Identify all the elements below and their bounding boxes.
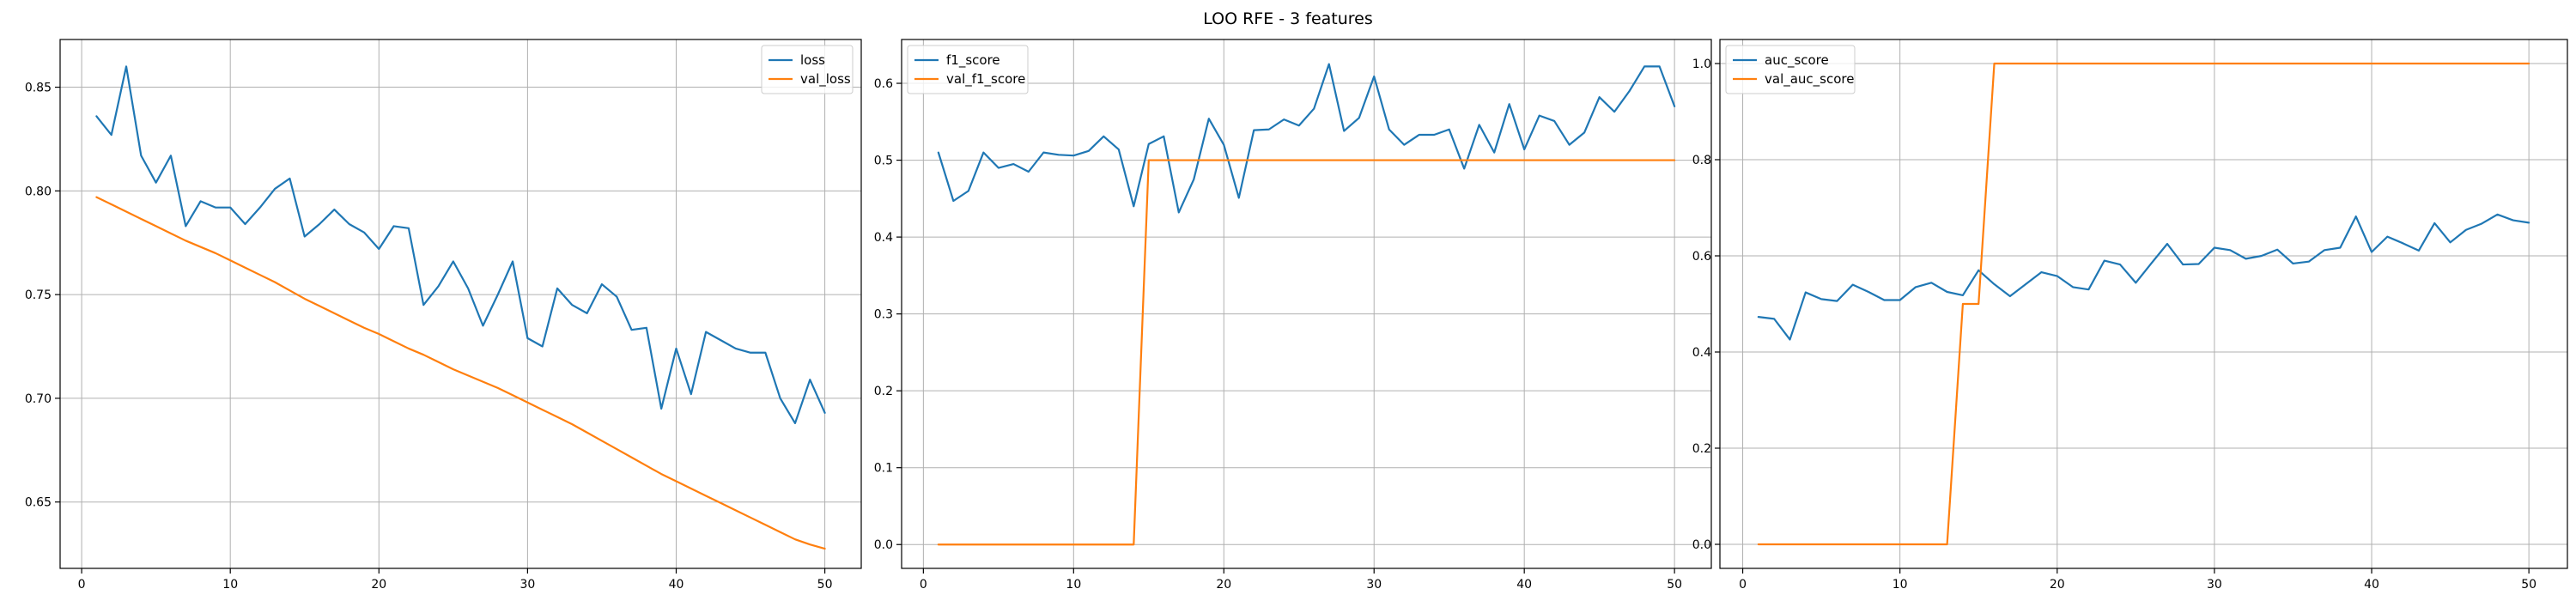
loss-y-tick-label: 0.65 [25,496,52,510]
auc-x-tick-label: 0 [1739,578,1747,592]
f1-x-tick-label: 40 [1516,578,1532,592]
auc-x-tick-label: 40 [2364,578,2379,592]
f1-legend: f1_score val_f1_score [907,45,1029,94]
loss-line [95,65,826,424]
auc-legend: auc_score val_auc_score [1725,45,1856,94]
f1-x-tick-label: 20 [1216,578,1231,592]
val-f1-score-legend-label: val_f1_score [946,71,1025,88]
f1-score-legend-label: f1_score [946,52,1000,69]
auc-y-tick-label: 1.0 [1692,58,1711,71]
f1-legend-box [907,45,1029,94]
loss-y-tick-label: 0.80 [25,185,52,198]
auc-y-tick-label: 0.8 [1692,154,1711,167]
f1-y-tick-label: 0.2 [874,385,893,398]
loss-x-tick-label: 10 [222,578,238,592]
f1-x-tick-label: 0 [920,578,927,592]
auc-score-subplot: 0 10 20 30 40 50 0.0 0.2 0.4 0.6 0.8 1.0 auc_scoreva… [1692,39,2568,592]
loss-y-tick-label: 0.70 [25,392,52,406]
loss-x-tick-label: 30 [519,578,535,592]
f1-x-tick-label: 10 [1066,578,1081,592]
loss-legend: loss val_loss [761,45,854,94]
loss-subplot: 0 10 20 30 40 50 0.65 0.70 0.75 0.80 0.85 loss val_l… [25,39,862,592]
loss-x-tick-label: 40 [669,578,684,592]
val-f1-score-line [937,159,1676,546]
f1-x-tick-label: 30 [1366,578,1382,592]
loss-x-tick-label: 20 [371,578,386,592]
auc-x-tick-label: 20 [2050,578,2065,592]
f1-score-subplot: 0 10 20 30 40 50 0.0 0.1 0.2 0.3 0.4 0.5 0.6 f1_score… [874,39,1712,592]
f1-x-tick-label: 50 [1667,578,1682,592]
val-auc-score-line [1757,62,2530,546]
auc-x-tick-label: 30 [2207,578,2222,592]
f1-score-line [937,63,1676,214]
f1-axes-frame [901,39,1712,569]
figure-suptitle: LOO RFE - 3 features [1203,9,1373,28]
auc-axes-frame [1719,39,2568,569]
loss-x-tick-label: 0 [78,578,86,592]
f1-y-tick-label: 0.4 [874,231,893,245]
auc-y-tick-label: 0.4 [1692,346,1711,360]
val-loss-line [95,196,826,550]
auc-score-legend-label: auc_score [1765,52,1829,69]
f1-y-tick-label: 0.3 [874,308,893,322]
loss-y-tick-label: 0.85 [25,82,52,95]
val-loss-legend-label: val_loss [800,71,851,88]
auc-y-tick-label: 0.0 [1692,538,1711,552]
loss-legend-label: loss [800,52,825,68]
auc-legend-box [1725,45,1856,94]
loss-axes-frame [59,39,862,569]
f1-y-tick-label: 0.1 [874,462,893,476]
auc-score-line [1757,213,2530,341]
val-auc-score-legend-label: val_auc_score [1765,71,1855,88]
auc-x-tick-label: 50 [2521,578,2537,592]
f1-y-tick-label: 0.6 [874,77,893,91]
auc-x-tick-label: 10 [1893,578,1908,592]
f1-y-tick-label: 0.5 [874,155,893,168]
f1-y-tick-label: 0.0 [874,538,893,552]
auc-y-tick-label: 0.2 [1692,442,1711,456]
loss-legend-box [761,45,854,94]
loss-x-tick-label: 50 [817,578,833,592]
loss-y-tick-label: 0.75 [25,288,52,302]
auc-y-tick-label: 0.6 [1692,250,1711,264]
